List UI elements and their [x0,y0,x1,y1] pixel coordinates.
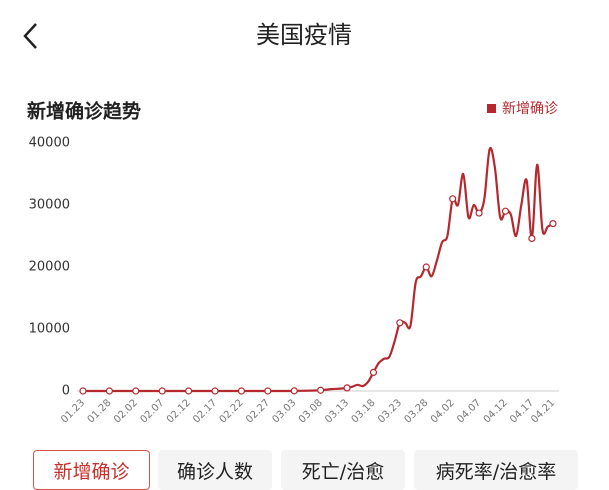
point [343,384,351,392]
chart-title: 新增确诊趋势 [27,100,141,123]
x-tick-label: 03.28 [402,397,430,425]
x-tick-label: 04.07 [455,397,483,425]
point [317,386,325,394]
x-tick-label: 03.13 [323,397,351,425]
tab[interactable]: 新增确诊 [33,450,150,490]
y-tick-label: 0 [62,384,70,399]
point [290,387,298,395]
x-tick-label: 02.17 [191,397,219,425]
x-tick-label: 01.23 [59,397,87,425]
x-tick-label: 03.23 [376,397,404,425]
point [449,195,457,203]
point [105,387,114,395]
point [185,387,193,395]
x-tick-label: 02.07 [138,397,166,425]
page-title: 美国疫情 [256,21,352,49]
x-tick-label: 01.28 [86,397,114,425]
y-tick-label: 30000 [29,198,70,213]
point [158,387,166,395]
x-tick-label: 02.12 [165,397,193,425]
x-tick-label: 02.27 [244,397,272,425]
x-tick-label: 03.03 [270,397,298,425]
tab[interactable]: 死亡/治愈 [281,450,405,490]
x-tick-label: 02.22 [218,397,246,425]
point [501,207,510,215]
point [369,368,378,376]
tab[interactable]: 确诊人数 [158,450,272,490]
point [475,209,483,217]
x-tick-label: 04.02 [429,397,457,425]
x-tick-label: 02.02 [112,397,140,425]
point [549,220,557,228]
point [422,263,430,271]
x-tick-label: 03.18 [350,397,378,425]
point [396,319,404,327]
series-line [83,146,554,393]
point [132,387,140,395]
point [211,387,219,395]
legend-label: 新增确诊 [502,101,558,117]
point [528,234,536,243]
y-tick-label: 20000 [29,260,70,275]
point [264,387,272,395]
tab[interactable]: 病死率/治愈率 [414,450,578,490]
point [79,387,87,395]
back-arrow[interactable] [23,23,37,49]
y-tick-label: 40000 [29,136,70,151]
legend-swatch [487,104,496,113]
x-tick-label: 04.12 [482,397,510,425]
y-tick-label: 10000 [29,322,70,337]
point [237,387,246,395]
x-tick-label: 03.08 [297,397,325,425]
x-tick-label: 04.21 [529,397,557,425]
